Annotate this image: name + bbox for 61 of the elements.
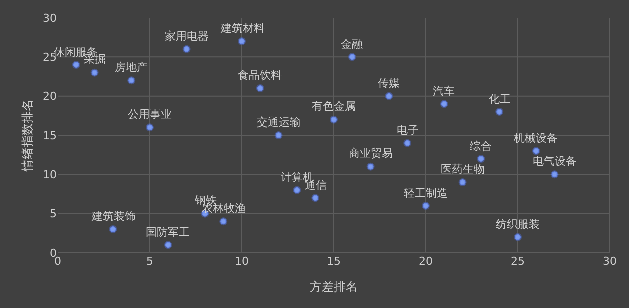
y-axis-title: 情绪指数排名: [20, 100, 34, 172]
annotation: 商业贸易: [349, 147, 393, 160]
point: [128, 76, 136, 85]
annotation: 纺织服装: [496, 218, 540, 231]
annotation: 有色金属: [312, 100, 356, 113]
annotation: 房地产: [115, 61, 148, 74]
annotation: 传媒: [378, 77, 400, 90]
point: [440, 100, 448, 108]
y-tick-label: 5: [50, 208, 57, 221]
point: [550, 170, 559, 179]
annotation: 化工: [489, 93, 511, 106]
annotation: 医药生物: [441, 163, 485, 176]
y-tick-label: 15: [43, 129, 57, 142]
point: [220, 218, 228, 226]
point: [404, 139, 412, 148]
point: [458, 178, 467, 186]
annotation: 建筑装饰: [91, 210, 136, 223]
annotation: 食品饮料: [238, 69, 282, 82]
point: [293, 186, 302, 194]
y-tick-label: 30: [43, 12, 57, 25]
y-tick-label: 20: [43, 90, 57, 104]
annotation: 家用电器: [165, 30, 209, 43]
point: [496, 108, 504, 116]
x-axis-title: 方差排名: [310, 280, 358, 294]
annotation: 机械设备: [514, 132, 558, 145]
point: [238, 38, 246, 46]
x-tick-label: 10: [235, 255, 249, 268]
annotation: 农林牧渔: [202, 202, 246, 215]
point: [164, 241, 172, 250]
y-tick-label: 10: [43, 168, 57, 182]
point: [330, 116, 338, 124]
annotation: 国防军工: [146, 226, 190, 239]
x-tick-label: 25: [511, 255, 525, 268]
point: [109, 226, 118, 234]
annotation: 公用事业: [128, 108, 172, 121]
point: [532, 147, 540, 156]
annotation: 建筑材料: [220, 22, 265, 35]
x-tick-label: 20: [419, 255, 433, 268]
point: [182, 45, 191, 54]
point: [72, 61, 80, 69]
point: [256, 84, 264, 92]
point: [477, 155, 486, 163]
x-tick-label: 15: [327, 255, 341, 268]
point: [348, 53, 356, 62]
point: [385, 92, 394, 100]
point: [422, 202, 430, 210]
annotation: 综合: [470, 140, 492, 153]
point: [312, 194, 320, 202]
point: [146, 124, 154, 132]
annotation: 汽车: [433, 85, 455, 98]
annotation: 轻工制造: [404, 187, 448, 200]
point: [90, 68, 99, 77]
annotation: 电气设备: [533, 155, 577, 168]
x-tick-label: 5: [146, 255, 154, 268]
annotation: 金融: [341, 38, 363, 51]
x-tick-label: 30: [603, 255, 617, 268]
point: [514, 233, 522, 242]
point: [366, 162, 375, 171]
annotation: 交通运输: [257, 116, 301, 129]
point: [274, 132, 283, 140]
annotation: 电子: [397, 124, 419, 137]
